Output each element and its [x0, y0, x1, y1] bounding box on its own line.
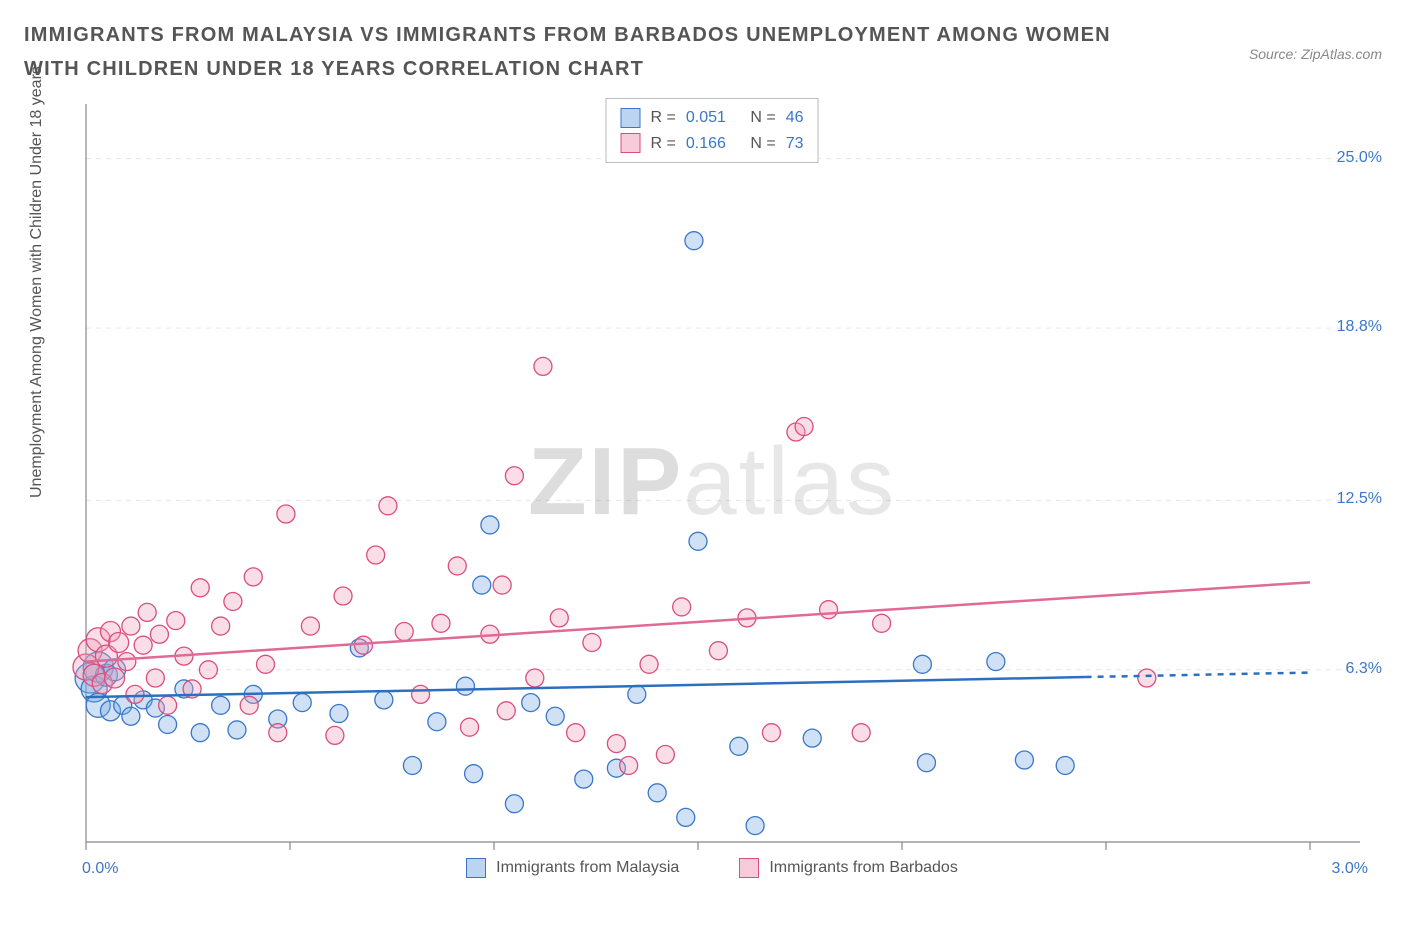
n-label: N = — [750, 105, 775, 131]
n-label: N = — [750, 131, 775, 157]
n-value: 46 — [786, 105, 804, 131]
correlation-row: R = 0.166 N = 73 — [621, 131, 804, 157]
source-label: Source: ZipAtlas.com — [1249, 46, 1382, 62]
correlation-legend: R = 0.051 N = 46 R = 0.166 N = 73 — [606, 98, 819, 163]
legend-item-malaysia: Immigrants from Malaysia — [466, 858, 679, 878]
y-tick-label: 25.0% — [1322, 149, 1382, 167]
n-value: 73 — [786, 131, 804, 157]
chart-title: IMMIGRANTS FROM MALAYSIA VS IMMIGRANTS F… — [24, 18, 1124, 86]
y-tick-label: 6.3% — [1322, 660, 1382, 678]
y-tick-label: 12.5% — [1322, 490, 1382, 508]
legend-item-barbados: Immigrants from Barbados — [739, 858, 958, 878]
chart-area: Unemployment Among Women with Children U… — [42, 98, 1382, 888]
legend-swatch-barbados — [739, 858, 759, 878]
series-legend: Immigrants from Malaysia Immigrants from… — [42, 858, 1382, 878]
legend-swatch-barbados — [621, 133, 641, 153]
legend-swatch-malaysia — [466, 858, 486, 878]
scatter-chart — [42, 98, 1382, 888]
r-value: 0.051 — [686, 105, 726, 131]
legend-swatch-malaysia — [621, 108, 641, 128]
header: IMMIGRANTS FROM MALAYSIA VS IMMIGRANTS F… — [0, 0, 1406, 94]
r-label: R = — [651, 131, 676, 157]
correlation-row: R = 0.051 N = 46 — [621, 105, 804, 131]
r-value: 0.166 — [686, 131, 726, 157]
legend-label: Immigrants from Barbados — [769, 859, 958, 877]
legend-label: Immigrants from Malaysia — [496, 859, 679, 877]
y-axis-label: Unemployment Among Women with Children U… — [28, 66, 46, 498]
y-tick-label: 18.8% — [1322, 318, 1382, 336]
r-label: R = — [651, 105, 676, 131]
